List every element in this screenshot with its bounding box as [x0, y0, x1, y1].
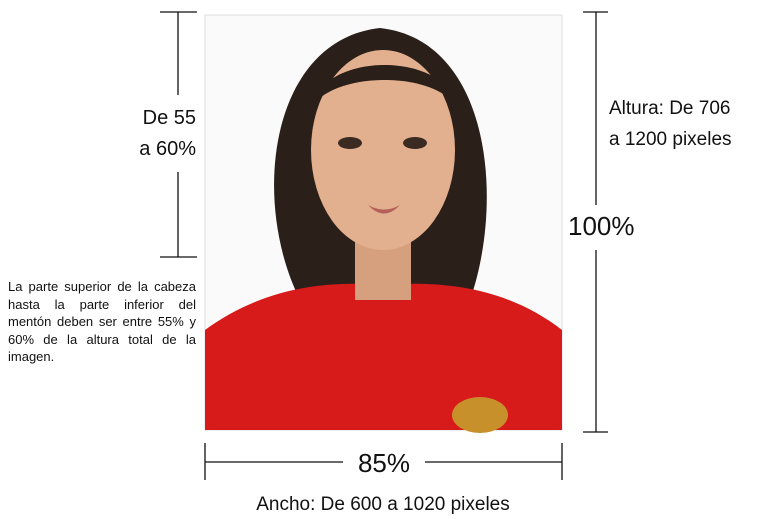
label: a 60%	[139, 138, 196, 161]
width-percent: 85%	[343, 448, 425, 479]
head-ratio: De 55 a 60%	[139, 107, 196, 161]
label: Altura: De 706	[609, 93, 732, 124]
height-label: Altura: De 706 a 1200 pixeles	[609, 93, 732, 155]
label: De 55	[139, 107, 196, 130]
label: a 1200 pixeles	[609, 124, 732, 155]
diagram: De 55 a 60% La parte superior de la cabe…	[0, 0, 761, 519]
photo	[205, 15, 562, 433]
note: La parte superior de la cabeza hasta la …	[8, 278, 196, 366]
drawing	[0, 0, 761, 519]
height-percent: 100%	[568, 211, 635, 242]
width-caption: Ancho: De 600 a 1020 pixeles	[183, 494, 583, 516]
